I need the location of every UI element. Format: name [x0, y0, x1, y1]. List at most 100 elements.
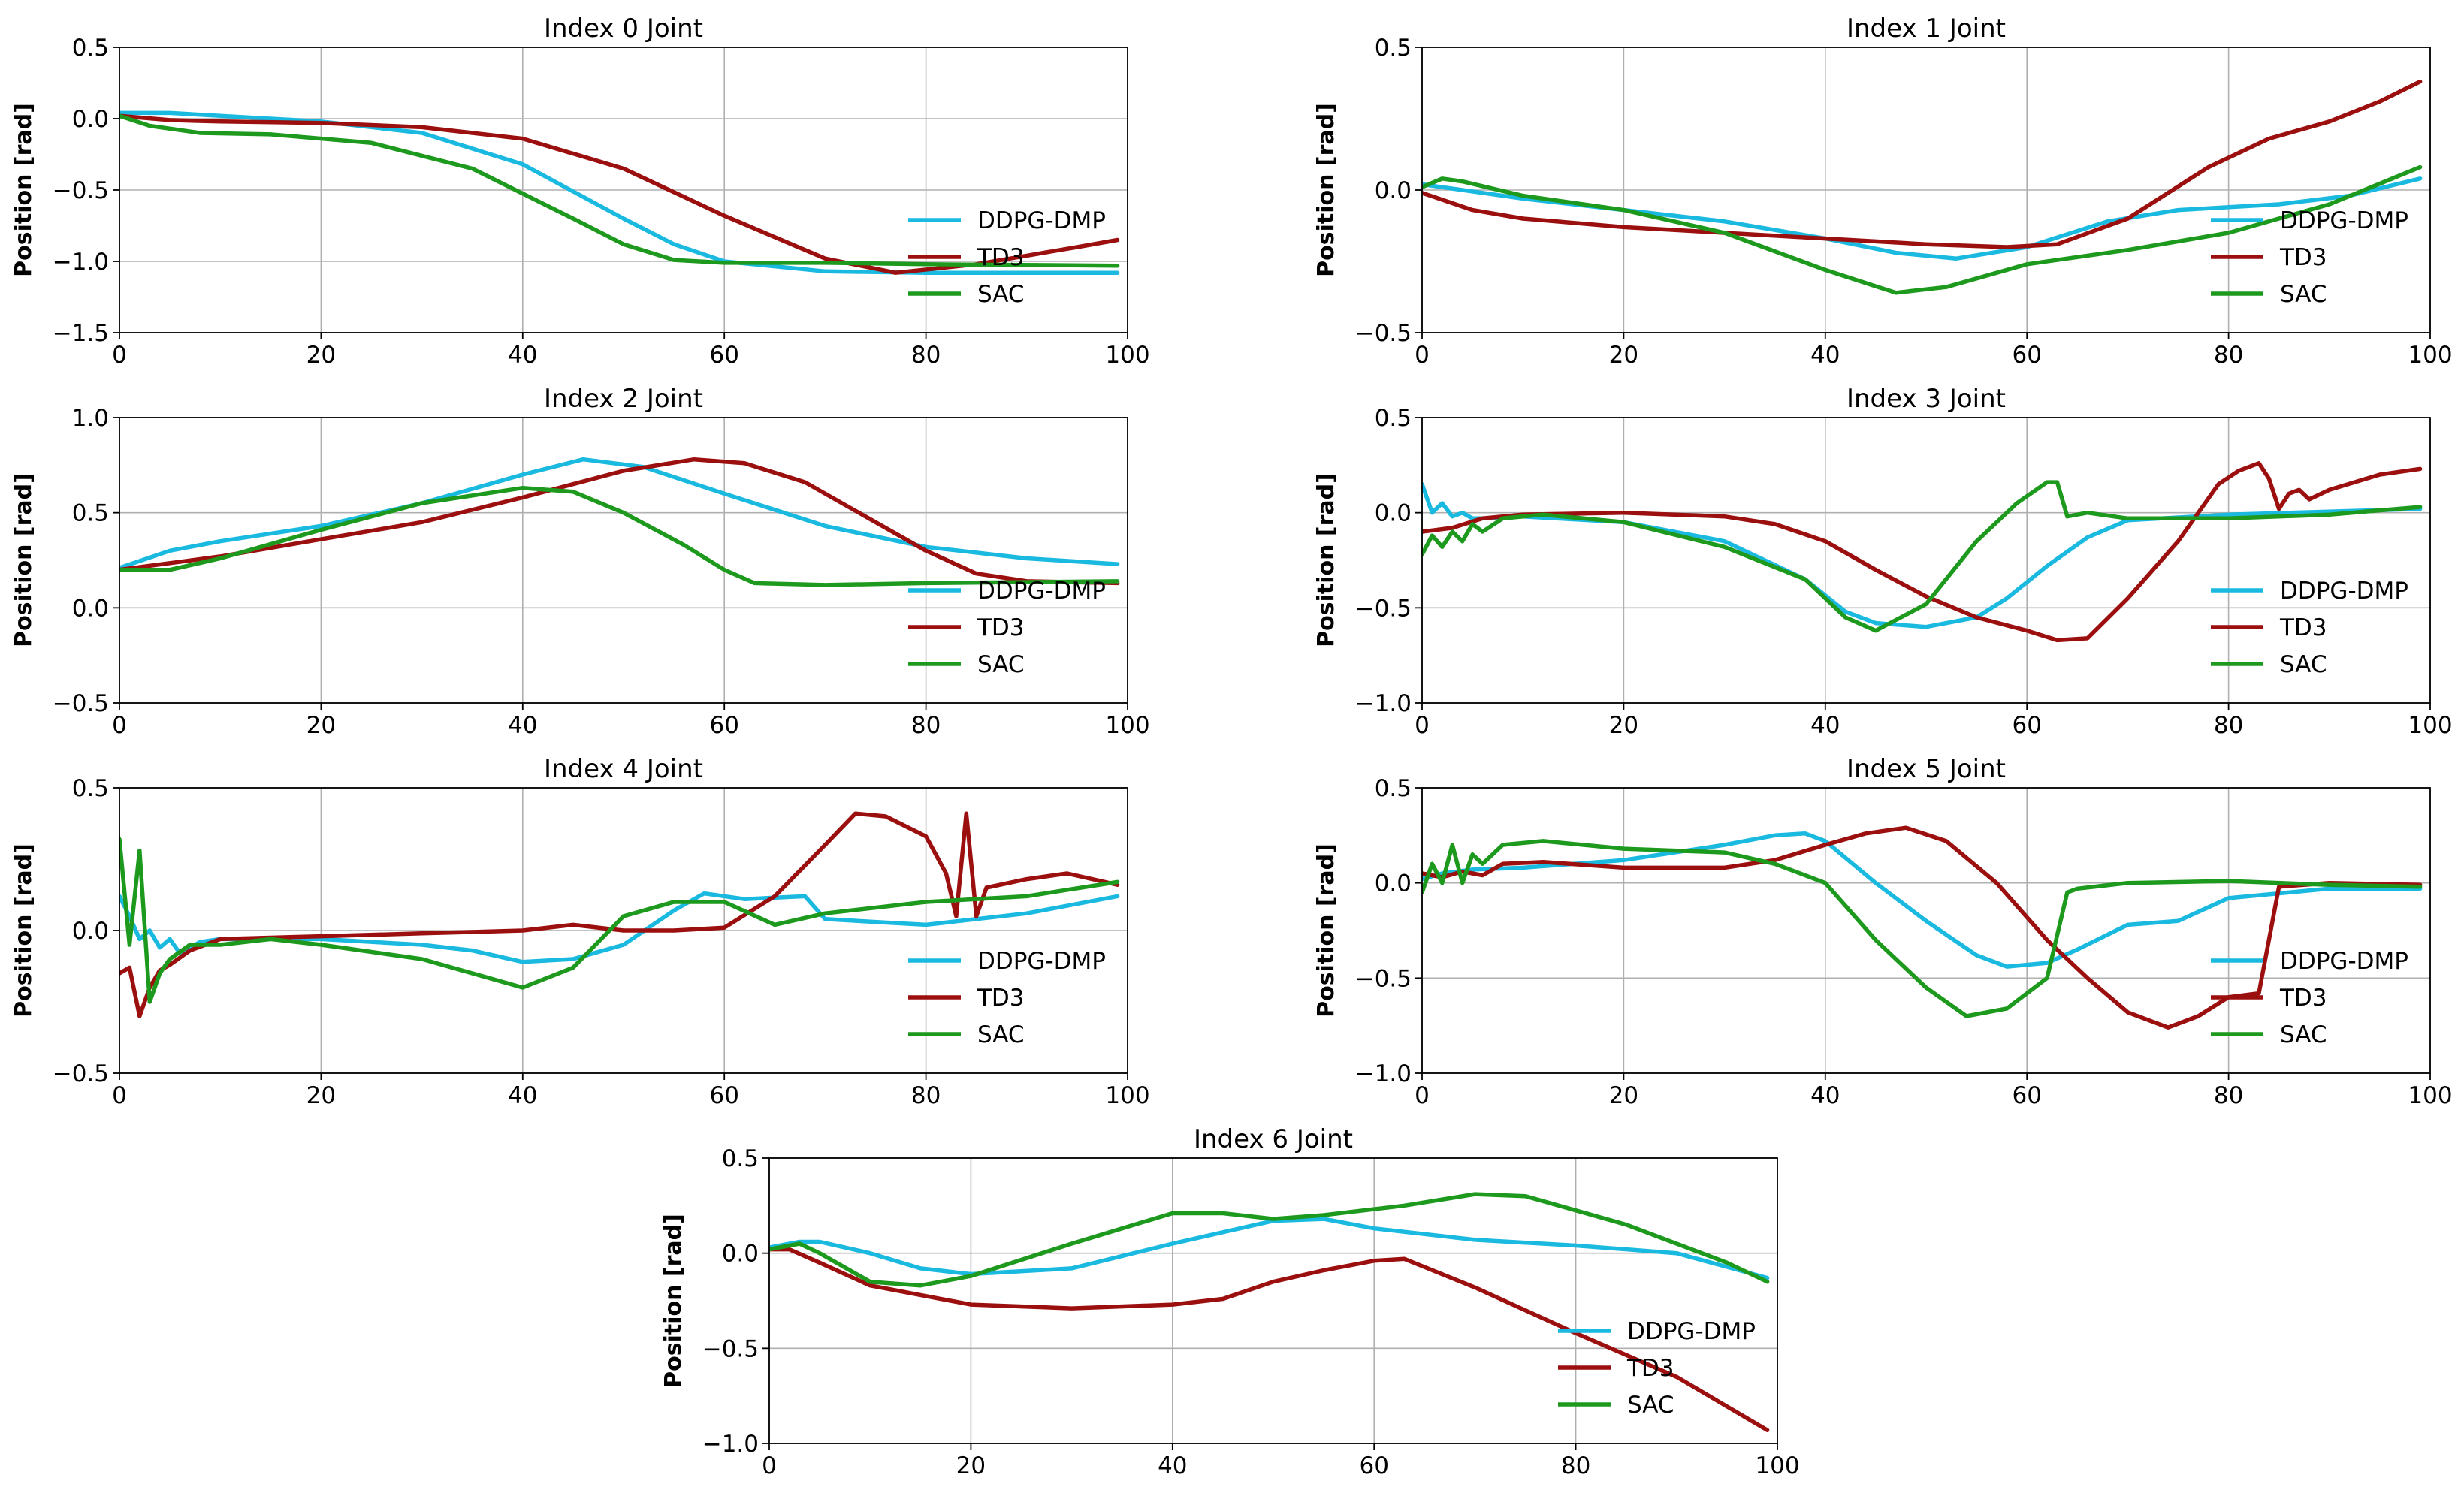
legend-label-td3: TD3: [977, 244, 1025, 271]
x-tick-label: 60: [709, 342, 738, 369]
series-line-td3: [1422, 825, 2423, 1030]
y-axis-label: Position [rad]: [660, 1214, 687, 1388]
x-tick-label: 40: [1810, 342, 1840, 369]
y-axis-label: Position [rad]: [11, 843, 37, 1018]
x-tick-label: 0: [1415, 712, 1430, 739]
series-line-ddpg-dmp: [1422, 831, 2423, 969]
legend-label-ddpg-dmp: DDPG-DMP: [977, 948, 1106, 975]
x-tick-label: 80: [2214, 712, 2243, 739]
plot-area: [1422, 788, 2430, 1073]
legend-label-ddpg-dmp: DDPG-DMP: [2280, 578, 2408, 605]
legend-label-ddpg-dmp: DDPG-DMP: [977, 578, 1106, 605]
y-axis-label: Position [rad]: [11, 473, 37, 647]
chart-title: Index 3 Joint: [1846, 384, 2006, 414]
legend: DDPG-DMP TD3 SAC: [2211, 578, 2408, 678]
x-tick-label: 0: [112, 1082, 127, 1109]
chart-panel-0: 0 20 40 60 80 100 0.5 0.0 −0.5 −1.0 −1.5 Index 0 Jo…: [11, 14, 1150, 369]
chart-panel-3: 0 20 40 60 80 100 0.5 0.0 −0.5 −1.0 Index 3 Joint P…: [1313, 384, 2453, 739]
legend-label-sac: SAC: [2280, 281, 2327, 308]
y-axis-label: Position [rad]: [11, 103, 37, 277]
y-tick-label: −0.5: [702, 1335, 759, 1362]
axes-frame: [1421, 417, 2431, 704]
chart-panel-1: 0 20 40 60 80 100 0.5 0.0 −0.5 Index 1 Joint Posit…: [1313, 14, 2453, 369]
y-tick-label: 1.0: [72, 405, 109, 432]
x-tick-label: 40: [508, 1082, 537, 1109]
x-tick-label: 20: [956, 1452, 986, 1479]
legend: DDPG-DMP TD3 SAC: [908, 207, 1106, 308]
series-line-ddpg-dmp: [119, 110, 1120, 275]
chart-title: Index 1 Joint: [1846, 14, 2006, 44]
x-tick-label: 40: [508, 712, 537, 739]
x-tick-label: 0: [112, 712, 127, 739]
chart-panel-2: 0 20 40 60 80 100 1.0 0.5 0.0 −0.5 Index 2 Joint Po…: [11, 384, 1150, 739]
legend-label-ddpg-dmp: DDPG-DMP: [2280, 948, 2408, 975]
series-line-td3: [769, 1247, 1770, 1433]
x-tick-label: 60: [709, 712, 738, 739]
y-tick-label: 0.0: [1375, 500, 1412, 527]
y-tick-label: 0.0: [72, 918, 109, 945]
y-tick-label: −0.5: [1355, 965, 1412, 992]
series-line-td3: [119, 457, 1120, 586]
y-tick-label: 0.5: [722, 1145, 759, 1172]
legend-label-sac: SAC: [1627, 1392, 1674, 1419]
x-tick-label: 60: [709, 1082, 738, 1109]
y-tick-label: −1.0: [1355, 1060, 1412, 1087]
x-tick-label: 100: [1105, 1082, 1149, 1109]
y-tick-label: 0.5: [1375, 775, 1412, 802]
y-tick-label: −1.0: [53, 249, 109, 276]
x-tick-label: 80: [911, 1082, 941, 1109]
series-line-ddpg-dmp: [119, 891, 1120, 964]
y-tick-label: 0.5: [72, 500, 109, 527]
y-tick-label: 0.0: [72, 595, 109, 622]
legend: DDPG-DMP TD3 SAC: [2211, 948, 2408, 1048]
y-tick-label: 0.0: [72, 106, 109, 133]
x-tick-label: 80: [911, 712, 941, 739]
series-line-sac: [1422, 480, 2423, 633]
x-tick-label: 20: [1609, 712, 1638, 739]
series-line-sac: [1422, 164, 2423, 295]
x-tick-label: 100: [1105, 342, 1149, 369]
legend-label-sac: SAC: [977, 281, 1025, 308]
y-axis-label: Position [rad]: [1313, 843, 1339, 1018]
y-axis-label: Position [rad]: [1313, 103, 1339, 277]
legend-label-td3: TD3: [1626, 1355, 1674, 1382]
legend-label-sac: SAC: [2280, 1021, 2327, 1048]
x-tick-label: 20: [1609, 1082, 1638, 1109]
x-tick-label: 60: [2012, 1082, 2041, 1109]
series-line-td3: [1422, 461, 2423, 643]
y-tick-label: −0.5: [53, 690, 109, 717]
chart-title: Index 4 Joint: [544, 754, 703, 784]
x-tick-label: 20: [306, 1082, 336, 1109]
legend-label-ddpg-dmp: DDPG-DMP: [2280, 207, 2408, 234]
chart-panel-5: 0 20 40 60 80 100 0.5 0.0 −0.5 −1.0 Index 5 Joint P…: [1313, 754, 2453, 1109]
legend: DDPG-DMP TD3 SAC: [908, 948, 1106, 1048]
y-tick-label: 0.5: [1375, 35, 1412, 62]
y-tick-label: 0.5: [72, 35, 109, 62]
plot-area: [119, 418, 1128, 703]
x-tick-label: 20: [306, 342, 336, 369]
legend: DDPG-DMP TD3 SAC: [908, 578, 1106, 678]
x-tick-label: 60: [2012, 712, 2041, 739]
x-tick-label: 40: [1810, 712, 1840, 739]
axes-frame: [119, 417, 1128, 704]
x-tick-label: 0: [112, 342, 127, 369]
x-tick-label: 100: [2408, 1082, 2452, 1109]
legend-label-td3: TD3: [977, 614, 1025, 641]
legend: DDPG-DMP TD3 SAC: [1558, 1318, 1756, 1419]
series-line-td3: [1422, 79, 2423, 249]
x-tick-label: 40: [1158, 1452, 1187, 1479]
x-tick-label: 60: [2012, 342, 2041, 369]
x-tick-label: 20: [1609, 342, 1638, 369]
x-tick-label: 20: [306, 712, 336, 739]
series-line-sac: [119, 485, 1120, 587]
series-line-td3: [119, 113, 1120, 275]
legend-label-td3: TD3: [2279, 985, 2327, 1012]
x-tick-label: 0: [1415, 1082, 1430, 1109]
x-tick-label: 100: [2408, 342, 2452, 369]
legend-label-ddpg-dmp: DDPG-DMP: [1627, 1318, 1756, 1345]
legend: DDPG-DMP TD3 SAC: [2211, 207, 2408, 308]
chart-title: Index 2 Joint: [544, 384, 703, 414]
chart-title: Index 6 Joint: [1194, 1124, 1353, 1154]
y-tick-label: −1.0: [1355, 690, 1412, 717]
